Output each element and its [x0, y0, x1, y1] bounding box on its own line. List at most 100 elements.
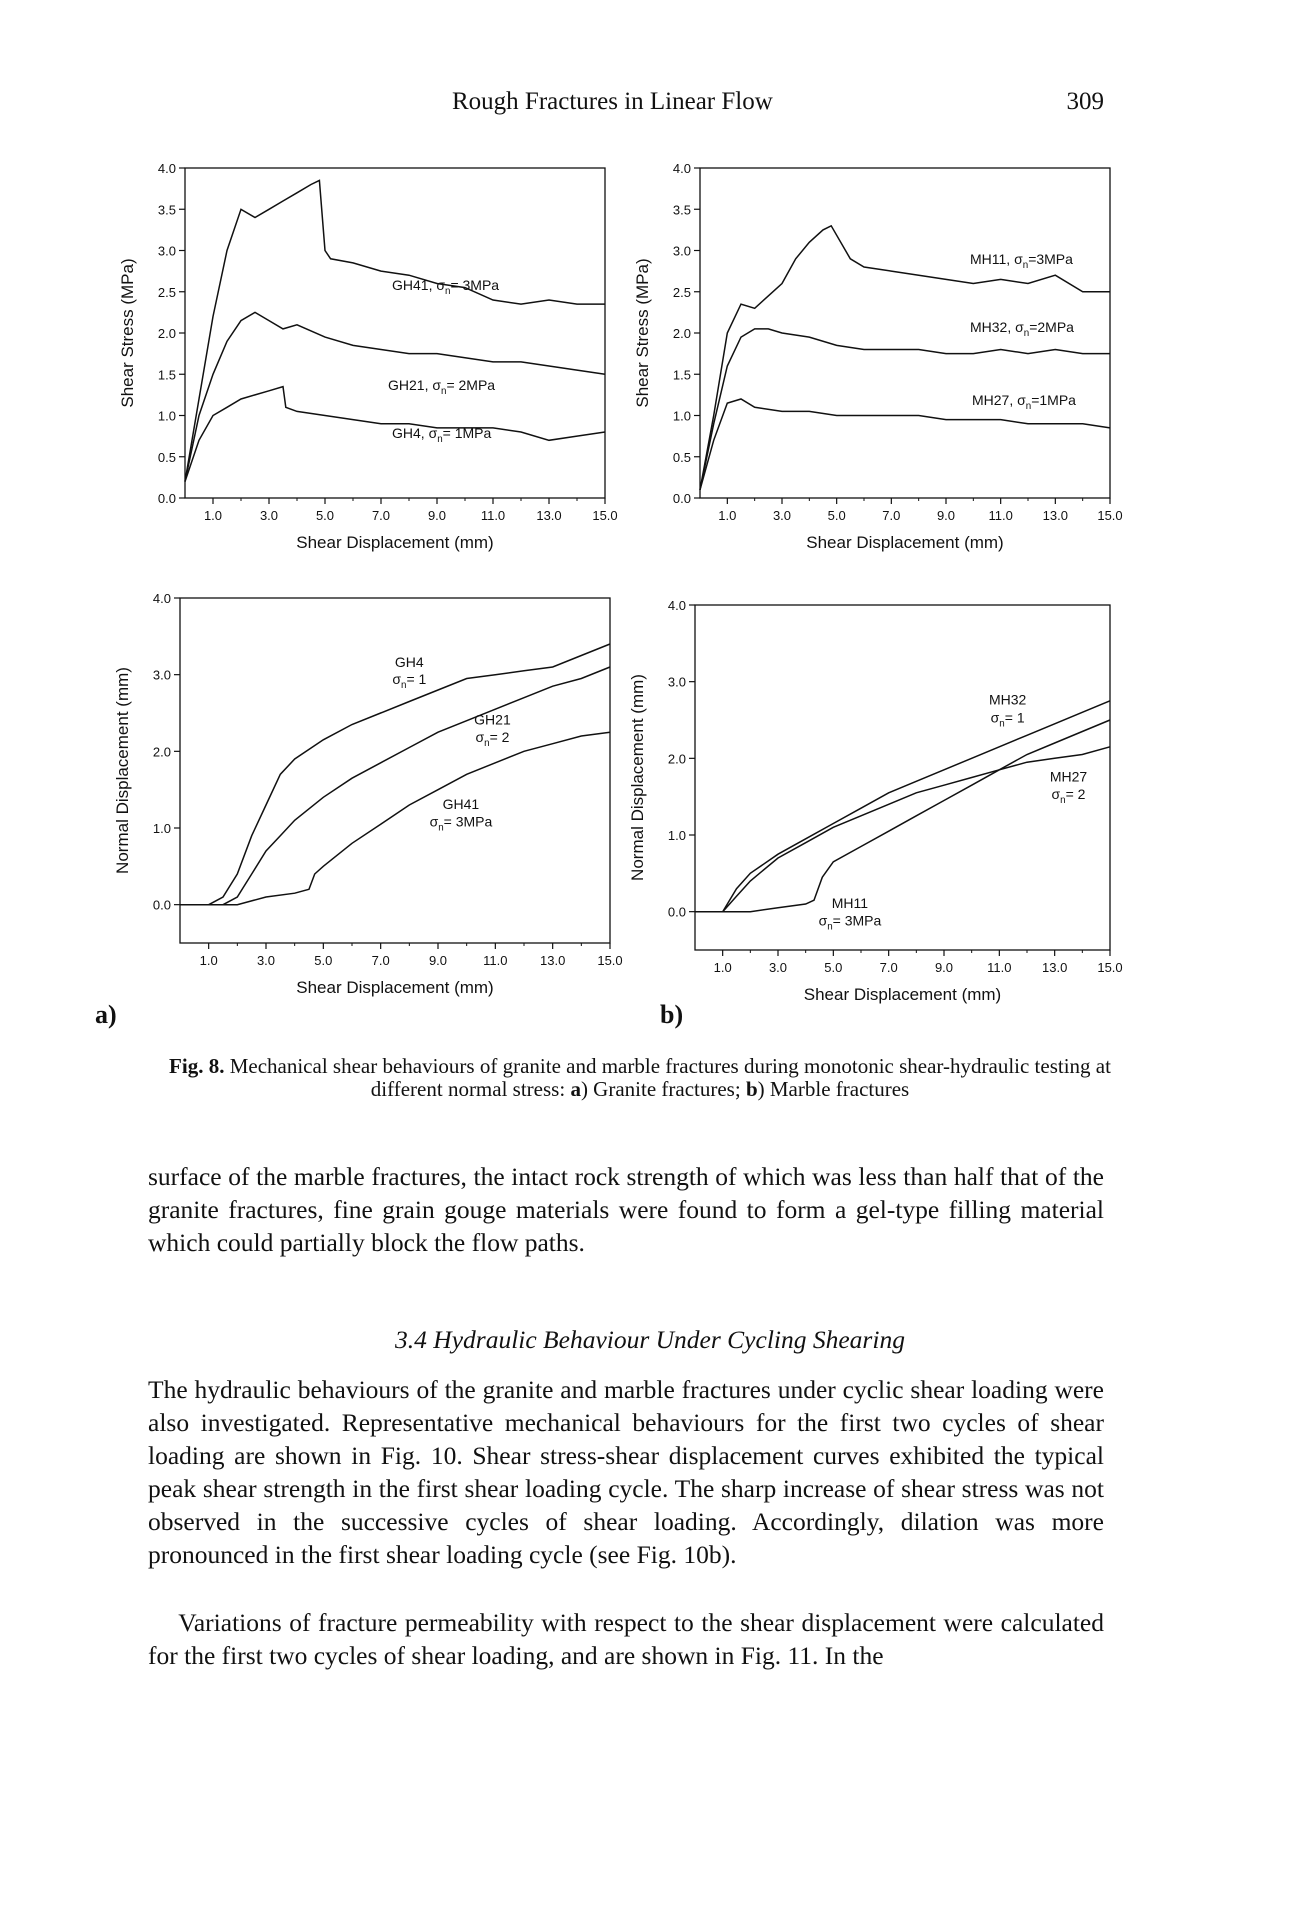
- y-tick-label: 2.0: [673, 326, 691, 341]
- y-tick-label: 0.5: [673, 450, 691, 465]
- marble-shear-stress-chart: 0.0 0.5 1.0 1.5 2.0 2.5 3.0 3.5 4.0 1.0 3.0 5.0 7.0 9…: [633, 161, 1123, 552]
- x-tick-label: 11.0: [988, 508, 1012, 523]
- y-tick-label: 3.0: [673, 244, 691, 259]
- y-axis-label: Normal Displacement (mm): [113, 667, 132, 874]
- y-tick-label: 1.5: [673, 367, 691, 382]
- curve-annotation: MH27: [1050, 768, 1088, 784]
- x-tick-label: 1.0: [718, 508, 736, 523]
- curve-annotation: MH11: [832, 895, 869, 911]
- series-line: [184, 311, 606, 482]
- series-line: [695, 700, 1111, 913]
- caption-text-1: Mechanical shear behaviours of granite a…: [229, 1054, 1111, 1101]
- x-axis-label: Shear Displacement (mm): [806, 533, 1003, 552]
- y-tick-label: 1.0: [673, 409, 691, 424]
- y-tick-label: 0.5: [158, 450, 176, 465]
- y-tick-label: 3.5: [673, 202, 691, 217]
- y-tick-label: 3.5: [158, 202, 176, 217]
- y-axis-label: Normal Displacement (mm): [628, 674, 647, 881]
- series-line: [695, 746, 1111, 913]
- series-line: [180, 731, 611, 906]
- x-tick-label: 15.0: [592, 508, 617, 523]
- y-tick-label: 3.0: [668, 675, 686, 690]
- x-tick-label: 3.0: [260, 508, 278, 523]
- series-line: [699, 398, 1111, 491]
- granite-normal-displacement-chart: 0.0 1.0 2.0 3.0 4.0 1.0 3.0 5.0 7.0 9.0 11.0 13.0 15…: [113, 591, 623, 997]
- curve-annotation: σn= 1: [991, 709, 1025, 729]
- x-tick-label: 1.0: [200, 953, 218, 968]
- paragraph-3: Variations of fracture permeability with…: [148, 1608, 1111, 1670]
- series-line: [695, 719, 1111, 913]
- figure-caption: Fig. 8. Mechanical shear behaviours of g…: [160, 1055, 1120, 1101]
- x-tick-label: 5.0: [828, 508, 846, 523]
- x-tick-label: 5.0: [314, 953, 332, 968]
- curve-annotation: σn= 3MPa: [430, 813, 493, 833]
- x-axis-label: Shear Displacement (mm): [296, 533, 493, 552]
- panel-label-a: a): [95, 1000, 117, 1029]
- series-line: [184, 179, 605, 482]
- x-tick-label: 11.0: [481, 508, 505, 523]
- y-axis-label: Shear Stress (MPa): [118, 258, 137, 407]
- y-tick-label: 4.0: [673, 161, 691, 176]
- x-tick-label: 7.0: [372, 953, 390, 968]
- y-tick-label: 0.0: [668, 905, 686, 920]
- curve-annotation: GH41: [443, 796, 480, 812]
- y-tick-label: 3.0: [153, 668, 171, 683]
- page-header: Rough Fractures in Linear Flow 309: [0, 88, 1300, 124]
- series-label: GH21, σn= 2MPa: [388, 377, 495, 397]
- x-tick-label: 5.0: [824, 960, 842, 975]
- section-heading: 3.4 Hydraulic Behaviour Under Cycling Sh…: [395, 1325, 905, 1354]
- caption-text-3: ) Marble fractures: [757, 1077, 910, 1101]
- series-line: [699, 224, 1110, 490]
- y-tick-label: 4.0: [158, 161, 176, 176]
- series-line: [184, 385, 606, 482]
- x-tick-label: 15.0: [1097, 508, 1122, 523]
- paragraph-1: surface of the marble fractures, the int…: [148, 1162, 1104, 1257]
- caption-bold-b: b: [745, 1077, 758, 1101]
- curve-annotation: MH32: [989, 692, 1027, 708]
- y-tick-label: 1.0: [158, 409, 176, 424]
- x-tick-label: 1.0: [714, 960, 732, 975]
- y-axis-label: Shear Stress (MPa): [633, 258, 652, 407]
- x-tick-label: 5.0: [316, 508, 334, 523]
- curve-annotation: σn= 3MPa: [819, 912, 882, 932]
- x-tick-label: 1.0: [204, 508, 222, 523]
- y-tick-label: 2.5: [673, 285, 691, 300]
- page-number: 309: [1066, 88, 1105, 115]
- y-tick-label: 4.0: [153, 591, 171, 606]
- plot-frame: [179, 597, 611, 944]
- series-label: MH32, σn=2MPa: [970, 319, 1074, 339]
- x-tick-label: 11.0: [987, 960, 1011, 975]
- series-label: MH27, σn=1MPa: [972, 392, 1076, 412]
- paragraph-2: The hydraulic behaviours of the granite …: [148, 1375, 1104, 1569]
- y-tick-label: 0.0: [673, 491, 691, 506]
- x-tick-label: 13.0: [1042, 960, 1067, 975]
- caption-text-2: ) Granite fractures;: [580, 1077, 746, 1101]
- x-tick-label: 15.0: [597, 953, 622, 968]
- curve-annotation: σn= 1: [392, 671, 426, 691]
- plot-frame: [184, 167, 606, 499]
- y-tick-label: 3.0: [158, 244, 176, 259]
- x-axis-label: Shear Displacement (mm): [804, 985, 1001, 1004]
- x-axis-label: Shear Displacement (mm): [296, 978, 493, 997]
- running-title: Rough Fractures in Linear Flow: [452, 88, 773, 115]
- series-line: [180, 666, 611, 906]
- y-tick-label: 2.0: [153, 744, 171, 759]
- series-label: MH11, σn=3MPa: [970, 251, 1073, 271]
- x-tick-label: 3.0: [773, 508, 791, 523]
- x-tick-label: 15.0: [1097, 960, 1122, 975]
- x-tick-label: 13.0: [1043, 508, 1068, 523]
- x-tick-label: 3.0: [257, 953, 275, 968]
- y-tick-label: 1.0: [668, 828, 686, 843]
- x-tick-label: 11.0: [483, 953, 507, 968]
- x-tick-label: 7.0: [880, 960, 898, 975]
- y-tick-label: 4.0: [668, 598, 686, 613]
- x-tick-label: 7.0: [882, 508, 900, 523]
- series-label: GH41, σn= 3MPa: [392, 277, 499, 297]
- series-label: GH4, σn= 1MPa: [392, 425, 492, 445]
- plot-frame: [694, 604, 1111, 951]
- curve-annotation: σn= 2: [475, 729, 509, 749]
- y-tick-label: 2.0: [668, 751, 686, 766]
- x-tick-label: 9.0: [429, 953, 447, 968]
- x-tick-label: 9.0: [937, 508, 955, 523]
- series-line: [699, 328, 1110, 490]
